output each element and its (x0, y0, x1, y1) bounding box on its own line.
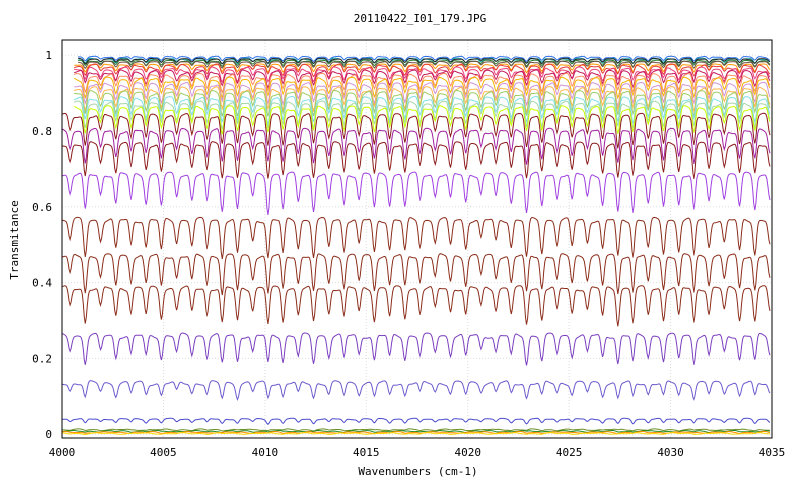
x-tick-label: 4020 (454, 446, 481, 459)
x-tick-label: 4005 (150, 446, 177, 459)
y-axis-label: Transmitance (8, 200, 21, 279)
spectrum-series-line (74, 69, 771, 89)
spectrum-series-line (61, 285, 771, 327)
x-tick-label: 4010 (252, 446, 279, 459)
tick-layer: 4000 4005 4010 4015 4020 4025 4030 4035 0 0.2 0.4 0… (32, 49, 785, 459)
spectrum-series-line (61, 332, 771, 366)
y-tick-label: 1 (45, 49, 52, 62)
spectrum-series-line (74, 66, 771, 84)
y-tick-label: 0.6 (32, 201, 52, 214)
spectrum-series-line (74, 76, 771, 100)
x-tick-label: 4000 (49, 446, 76, 459)
y-tick-label: 0.2 (32, 352, 52, 365)
spectrum-series-line (61, 380, 771, 402)
spectrum-series-line (61, 127, 771, 165)
spectrum-series-line (74, 89, 771, 117)
spectrum-series-line (74, 81, 771, 108)
spectrum-series-line (61, 253, 771, 296)
spectrum-series-line (74, 105, 771, 135)
x-axis-label: Wavenumbers (cm-1) (358, 465, 477, 478)
x-tick-label: 4015 (353, 446, 380, 459)
spectrum-series-line (61, 429, 770, 434)
spectrum-series-line (78, 60, 771, 70)
spectrum-series-line (78, 55, 771, 63)
x-tick-label: 4025 (556, 446, 583, 459)
spectrum-series-line (61, 112, 771, 149)
spectrum-series-line (61, 428, 771, 432)
spectrum-series-line (61, 432, 770, 436)
plot-frame (61, 39, 773, 439)
series-layer (61, 55, 771, 436)
spectrum-series-line (73, 86, 771, 114)
y-tick-label: 0 (45, 428, 52, 441)
x-tick-label: 4035 (759, 446, 786, 459)
chart-title: 20110422_I01_179.JPG (354, 12, 486, 25)
spectrum-series-line (61, 141, 771, 179)
spectrum-series-line (73, 72, 771, 94)
spectrum-series-line (61, 216, 771, 260)
spectrum-series-line (61, 417, 771, 425)
x-tick-label: 4030 (657, 446, 684, 459)
y-tick-label: 0.8 (32, 125, 52, 138)
spectrum-series-line (78, 57, 771, 65)
spectrum-series-line (73, 63, 771, 78)
spectrum-series-line (73, 95, 771, 125)
y-tick-label: 0.4 (32, 277, 52, 290)
spectrum-series-line (61, 171, 771, 215)
